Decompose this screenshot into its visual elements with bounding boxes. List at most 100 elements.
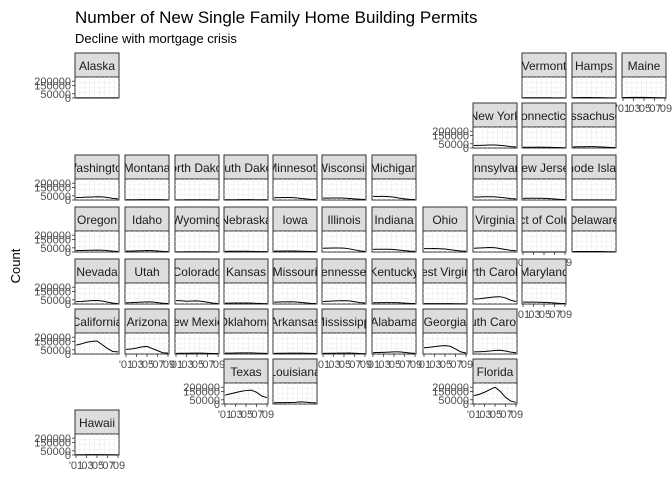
- panel-strip-label: Florida: [477, 365, 514, 379]
- y-tick-label: 0: [65, 93, 71, 105]
- panel-virginia: Virginia: [473, 207, 517, 252]
- panel-colorado: Colorado: [173, 259, 222, 304]
- panel-strip-label: North Dakota: [162, 161, 233, 175]
- panel-strip-label: West Virginia: [410, 265, 481, 279]
- y-tick-label: 0: [65, 349, 71, 361]
- panel-south-dakota: South Dakota: [210, 155, 283, 200]
- series-line: [274, 251, 316, 252]
- panel-north-dakota: North Dakota: [162, 155, 233, 200]
- panel-strip-label: Iowa: [282, 213, 308, 227]
- panel-strip-label: Delaware: [569, 213, 620, 227]
- panel-new-mexico: New Mexico'01'03'05'07'09: [164, 309, 230, 371]
- x-tick-label: '09: [211, 359, 225, 371]
- panel-georgia: Georgia'01'03'05'07'09: [417, 309, 473, 371]
- panel-strip-label: Pennsylvania: [459, 161, 531, 175]
- panel-connecticut: Connecticut: [512, 103, 576, 148]
- panel-strip-label: Kentucky: [369, 265, 418, 279]
- panel-michigan: Michigan: [370, 155, 418, 200]
- panel-iowa: Iowa: [273, 207, 317, 252]
- panel-strip-label: Illinois: [327, 213, 360, 227]
- panel-wyoming: Wyoming: [172, 207, 222, 252]
- panel-strip-label: Ohio: [432, 213, 458, 227]
- panel-strip-label: Hawaii: [79, 416, 115, 430]
- panel-indiana: Indiana: [372, 207, 416, 252]
- panel-ohio: Ohio: [423, 207, 467, 252]
- panel-strip-label: Arizona: [127, 315, 168, 329]
- panel-strip-label: Wyoming: [172, 213, 222, 227]
- y-tick-label: 0: [65, 247, 71, 259]
- panel-west-virginia: West Virginia: [410, 259, 481, 304]
- panel-strip-label: Nevada: [76, 265, 118, 279]
- panel-nebraska: Nebraska: [220, 207, 272, 252]
- panel-strip-label: Indiana: [374, 213, 414, 227]
- panel-vermont: Vermont: [522, 53, 567, 98]
- panel-strip-label: Montana: [124, 161, 171, 175]
- panel-strip-label: New Mexico: [164, 315, 230, 329]
- panel-strip-label: South Dakota: [210, 161, 283, 175]
- x-tick-label: '09: [558, 309, 572, 321]
- x-tick-label: '09: [509, 409, 523, 421]
- panel-rhode-island: Rhode Island: [559, 155, 630, 200]
- panel-strip-label: California: [72, 315, 123, 329]
- panel-strip-label: New Jersey: [513, 161, 576, 175]
- x-tick-label: '09: [658, 103, 672, 115]
- chart-title: Number of New Single Family Home Buildin…: [75, 8, 477, 27]
- panel-strip-label: Missouri: [273, 265, 318, 279]
- panel-strip-label: Alabama: [370, 315, 418, 329]
- panel-strip-label: Idaho: [132, 213, 162, 227]
- panel-delaware: Delaware: [569, 207, 620, 252]
- panel-wisconsin: Wisconsin: [317, 155, 372, 200]
- panel-strip-label: Tennessee: [315, 265, 373, 279]
- panel-strip-label: Maine: [628, 59, 661, 73]
- panel-strip-label: Oklahoma: [219, 315, 274, 329]
- y-tick-label: 0: [65, 299, 71, 311]
- panel-strip-label: Texas: [230, 365, 261, 379]
- y-tick-label: 0: [65, 195, 71, 207]
- panel-strip-label: Louisiana: [269, 365, 321, 379]
- panel-mississippi: Mississippi'01'03'05'07'09: [315, 309, 373, 371]
- panel-strip-label: Hamps: [575, 59, 613, 73]
- panel-alabama: Alabama'01'03'05'07'09: [366, 309, 422, 371]
- panel-strip-label: Alaska: [79, 59, 115, 73]
- panel-strip-label: Oregon: [77, 213, 117, 227]
- series-line: [176, 353, 218, 354]
- panel-strip-label: Kansas: [226, 265, 266, 279]
- panel-oklahoma: Oklahoma: [219, 309, 274, 354]
- panel-strip-label: Georgia: [424, 315, 467, 329]
- panel-maryland: Maryland'01'03'05'07'09: [516, 259, 572, 321]
- y-tick-label: 0: [463, 143, 469, 155]
- chart-subtitle: Decline with mortgage crisis: [75, 31, 237, 46]
- panel-strip-label: Nebraska: [220, 213, 272, 227]
- panel-strip-label: Rhode Island: [559, 161, 630, 175]
- panel-strip-label: Virginia: [475, 213, 515, 227]
- panel-minnesota: Minnesota: [267, 155, 323, 200]
- y-axis-title: Count: [8, 248, 23, 283]
- panel-montana: Montana: [124, 155, 171, 200]
- series-line: [225, 353, 267, 354]
- panel-maine: Maine'01'03'05'07'09: [616, 53, 672, 115]
- panel-strip-label: Wisconsin: [317, 161, 372, 175]
- panel-strip-label: Arkansas: [270, 315, 320, 329]
- panel-strip-label: Mississippi: [315, 315, 373, 329]
- panel-hamps: Hamps: [572, 53, 616, 98]
- panel-new-jersey: New Jersey: [513, 155, 576, 200]
- panel-strip-label: Michigan: [370, 161, 418, 175]
- series-line: [225, 303, 267, 304]
- x-tick-label: '09: [459, 359, 473, 371]
- panel-illinois: Illinois: [322, 207, 366, 252]
- series-line: [523, 147, 565, 148]
- panel-tennessee: Tennessee: [315, 259, 373, 304]
- panel-strip-label: Colorado: [173, 265, 222, 279]
- x-tick-label: '09: [111, 460, 125, 472]
- panel-kentucky: Kentucky: [369, 259, 418, 304]
- series-line: [323, 353, 365, 354]
- panel-kansas: Kansas: [224, 259, 268, 304]
